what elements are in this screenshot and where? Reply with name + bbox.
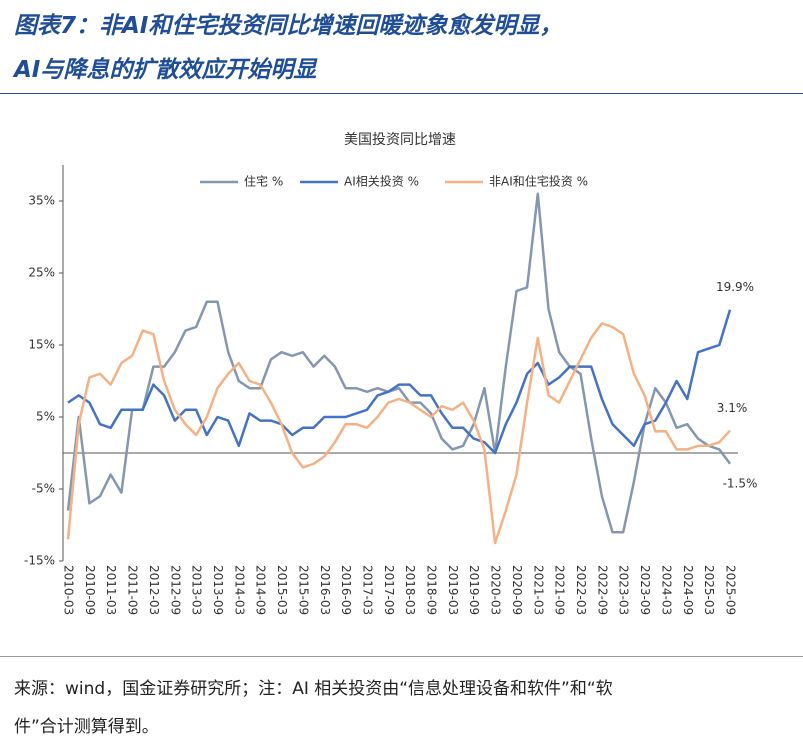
chart-title: 美国投资同比增速 xyxy=(344,132,456,148)
legend-label: 住宅 % xyxy=(244,174,283,189)
rule xyxy=(0,93,803,94)
x-tick-label: 2019-09 xyxy=(467,565,481,615)
x-tick-label: 2015-03 xyxy=(275,565,289,615)
x-tick-label: 2018-09 xyxy=(425,565,439,615)
x-tick-label: 2021-09 xyxy=(553,565,567,615)
x-tick-label: 2012-03 xyxy=(147,565,161,615)
x-tick-label: 2016-09 xyxy=(339,565,353,615)
data-label: 19.9% xyxy=(716,280,754,294)
x-tick-label: 2015-09 xyxy=(296,565,310,615)
series-line xyxy=(67,309,732,455)
source-note: 件”合计测算得到。 xyxy=(14,717,159,737)
series-line xyxy=(66,192,732,534)
x-tick-label: 2012-09 xyxy=(168,565,182,615)
x-tick-label: 2023-09 xyxy=(638,565,652,615)
data-label: -1.5% xyxy=(723,476,758,490)
header-title: AI与降息的扩散效应开始明显 xyxy=(14,57,317,83)
x-tick-label: 2025-03 xyxy=(702,565,716,615)
x-tick-label: 2011-03 xyxy=(104,565,118,615)
x-tick-label: 2024-09 xyxy=(681,565,695,615)
x-tick-label: 2022-09 xyxy=(595,565,609,615)
x-tick-label: 2023-03 xyxy=(617,565,631,615)
y-tick-label: -5% xyxy=(32,482,55,496)
y-tick-label: 15% xyxy=(28,338,55,352)
rule xyxy=(0,656,803,657)
x-tick-label: 2010-09 xyxy=(83,565,97,615)
chart: 美国投资同比增速 -15% -5% 5% 15% 25% 35% 2010-03 2010-0… xyxy=(24,132,758,615)
x-tick-label: 2014-03 xyxy=(232,565,246,615)
x-tick-label: 2022-03 xyxy=(574,565,588,615)
x-tick-label: 2016-03 xyxy=(318,565,332,615)
y-tick-label: 5% xyxy=(36,410,55,424)
x-tick-label: 2024-03 xyxy=(659,565,673,615)
source-note: 来源：wind，国金证券研究所；注：AI 相关投资由“信息处理设备和软件”和“软 xyxy=(14,679,613,699)
x-tick-label: 2018-03 xyxy=(403,565,417,615)
x-tick-label: 2019-03 xyxy=(446,565,460,615)
header-title: 图表7：非AI和住宅投资同比增速回暖迹象愈发明显， xyxy=(14,13,563,39)
x-tick-label: 2014-09 xyxy=(254,565,268,615)
y-tick-label: -15% xyxy=(24,554,55,568)
x-tick-label: 2021-03 xyxy=(531,565,545,615)
x-tick-label: 2020-09 xyxy=(510,565,524,615)
x-tick-label: 2013-09 xyxy=(211,565,225,615)
x-tick-label: 2013-03 xyxy=(190,565,204,615)
x-tick-label: 2025-09 xyxy=(724,565,738,615)
y-tick-label: 35% xyxy=(28,194,55,208)
x-tick-label: 2017-03 xyxy=(360,565,374,615)
x-tick-label: 2017-09 xyxy=(382,565,396,615)
x-tick-label: 2020-03 xyxy=(489,565,503,615)
x-tick-label: 2010-03 xyxy=(62,565,76,615)
y-tick-label: 25% xyxy=(28,266,55,280)
legend-label: 非AI和住宅投资 % xyxy=(489,174,588,189)
data-label: 3.1% xyxy=(717,401,748,415)
series-line xyxy=(66,322,731,545)
x-tick-label: 2011-09 xyxy=(126,565,140,615)
legend-label: AI相关投资 % xyxy=(344,174,419,189)
